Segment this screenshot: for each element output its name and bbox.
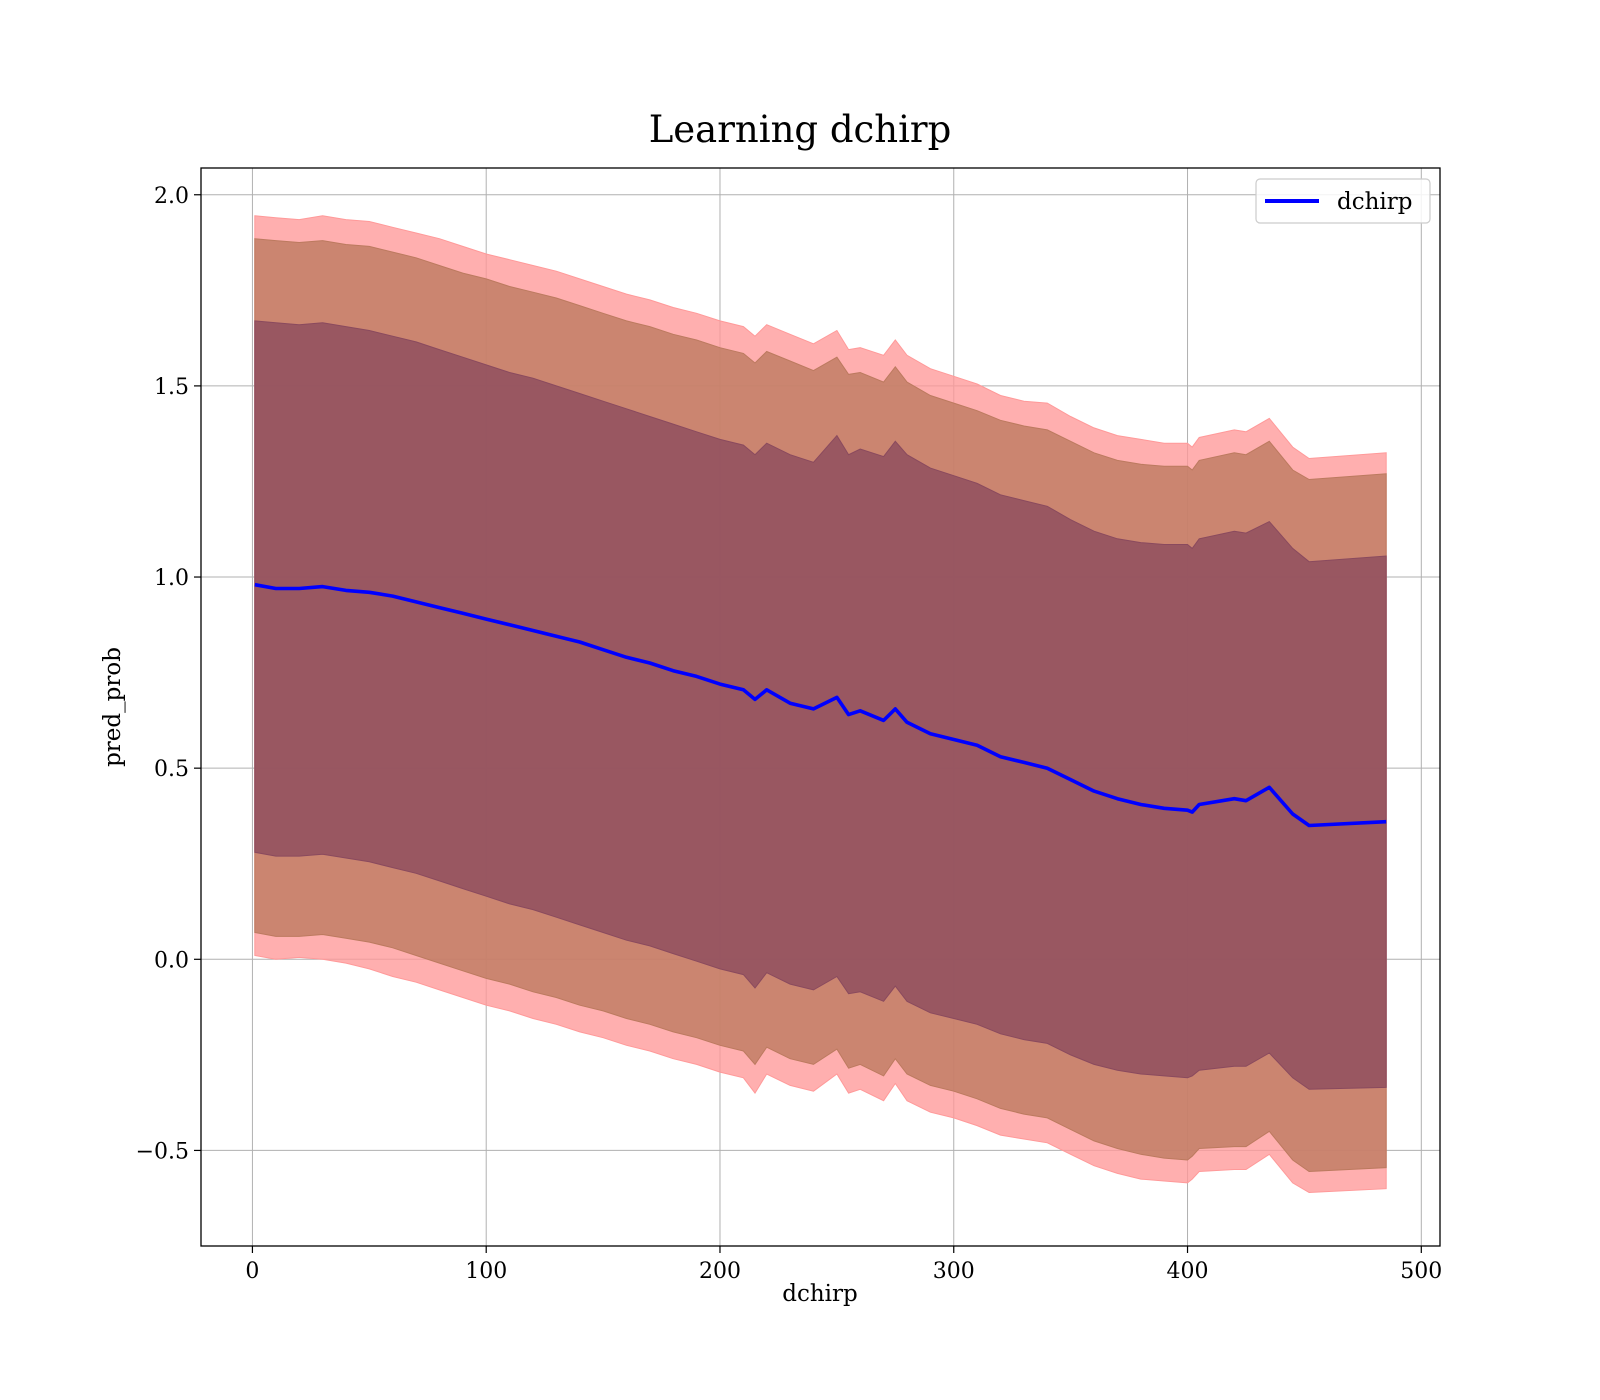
y-tick-label: 1.0 — [154, 566, 189, 591]
series-lines — [254, 582, 1387, 828]
x-axis: 0 100 200 300 400 500 — [245, 1246, 1442, 1284]
axes-frame — [200, 167, 1441, 1247]
y-axis: −0.5 0.0 0.5 1.0 1.5 2.0 — [136, 184, 201, 1164]
y-axis-label: pred_prob — [100, 647, 126, 767]
y-tick-label: 2.0 — [154, 184, 189, 209]
x-axis-label: dchirp — [782, 1281, 858, 1307]
x-tick-label: 400 — [1167, 1259, 1209, 1284]
x-tick-label: 500 — [1400, 1259, 1442, 1284]
legend-label: dchirp — [1337, 189, 1413, 215]
y-tick-label: −0.5 — [136, 1139, 189, 1164]
x-tick-label: 300 — [933, 1259, 975, 1284]
x-tick-label: 200 — [699, 1259, 741, 1284]
y-tick-label: 0.5 — [154, 757, 189, 782]
y-tick-label: 0.0 — [154, 948, 189, 973]
x-tick-label: 100 — [465, 1259, 507, 1284]
y-tick-label: 1.5 — [154, 375, 189, 400]
legend-box — [1255, 178, 1431, 224]
legend: dchirp — [1255, 178, 1431, 224]
x-tick-label: 0 — [245, 1259, 259, 1284]
series-line-dchirp — [254, 582, 1387, 828]
chart-title: Learning dchirp — [649, 108, 952, 151]
